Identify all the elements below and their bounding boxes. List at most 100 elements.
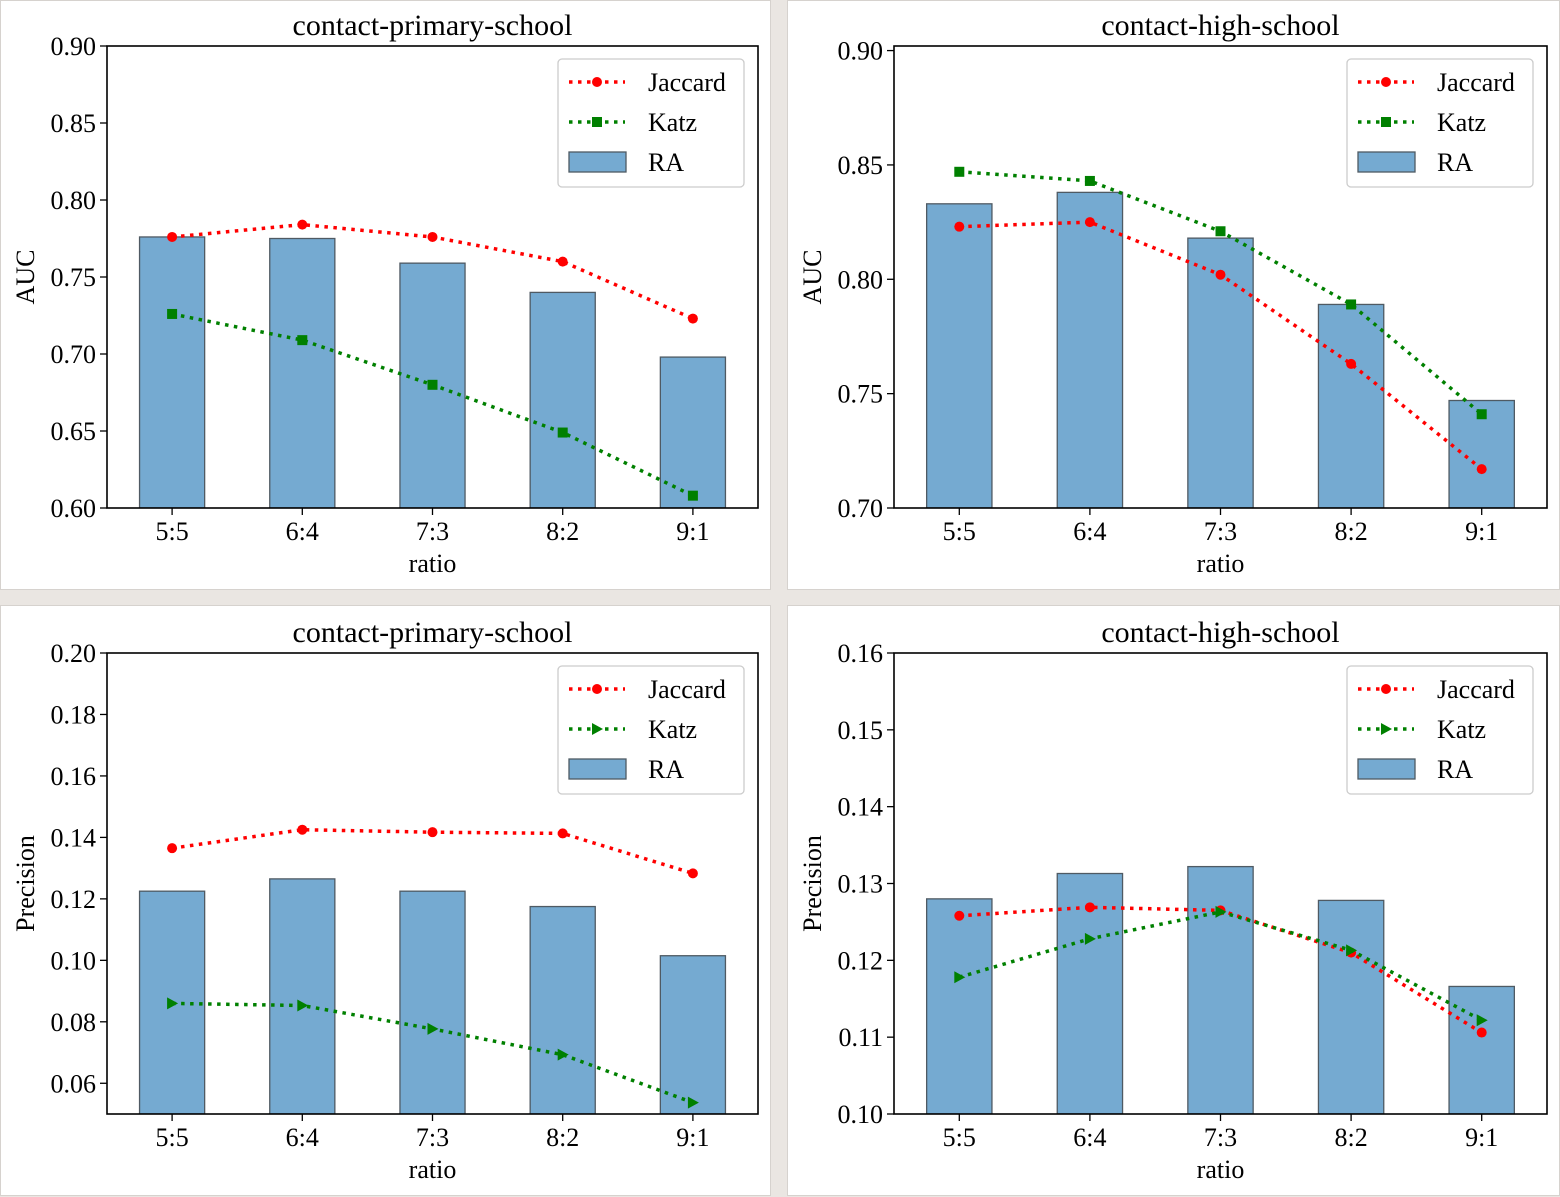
x-tick-label: 7:3 [416, 517, 449, 546]
y-tick-label: 0.11 [838, 1023, 883, 1052]
x-tick-label: 5:5 [155, 517, 188, 546]
y-tick-label: 0.15 [838, 716, 884, 745]
auc-primary-school-chart: 0.60 0.65 0.70 0.75 0.80 0.85 0.90 5:5 6:4 7:3 8:2… [11, 9, 759, 578]
katz-legend-marker [592, 117, 602, 127]
jaccard-point-9-1 [687, 313, 698, 324]
chart-panel-precision-high-school: 0.10 0.11 0.12 0.13 0.14 0.15 0.16 5:5 6:4 7:3 8:2… [787, 605, 1560, 1196]
jaccard-point-5-5 [167, 843, 178, 854]
y-tick-label: 0.75 [51, 263, 97, 292]
jaccard-legend-label: Jaccard [648, 675, 726, 704]
auc-high-school-chart: 0.70 0.75 0.80 0.85 0.90 5:5 6:4 7:3 8:2 9:1 conta… [798, 9, 1548, 578]
katz-point-7-3 [1215, 226, 1226, 237]
y-tick-label: 0.06 [51, 1069, 97, 1098]
katz-point-6-4 [297, 335, 308, 346]
katz-point-7-3 [1215, 905, 1227, 918]
y-tick-label: 0.80 [838, 265, 884, 294]
ra-bar-9-1 [659, 356, 727, 508]
katz-legend-label: Katz [1437, 108, 1486, 137]
ra-legend-swatch [568, 758, 627, 780]
jaccard-point-9-1 [1476, 464, 1487, 475]
jaccard-legend-marker [592, 684, 602, 694]
plot-area [138, 824, 727, 1114]
jaccard-point-6-4 [1084, 217, 1095, 228]
ra-bar-8-2 [1317, 899, 1385, 1114]
ra-bar-9-1 [659, 955, 727, 1114]
y-tick-label: 0.90 [51, 32, 97, 61]
jaccard-point-9-1 [687, 868, 698, 879]
chart-title: contact-high-school [1101, 616, 1339, 649]
ra-bar-8-2 [529, 291, 596, 508]
x-tick-label: 9:1 [676, 1123, 709, 1152]
y-tick-label: 0.10 [51, 946, 97, 975]
katz-point-9-1 [1476, 1014, 1488, 1027]
y-tick-label: 0.70 [838, 494, 884, 523]
jaccard-point-5-5 [954, 221, 965, 232]
y-tick-label: 0.14 [51, 823, 97, 852]
ra-bar-8-2 [1317, 303, 1385, 508]
jaccard-legend-label: Jaccard [648, 68, 726, 97]
katz-point-6-4 [1084, 932, 1096, 945]
ra-bar-6-4 [269, 237, 336, 508]
precision-primary-school-chart: 0.06 0.08 0.10 0.12 0.14 0.16 0.18 0.20 5:5 6:4 7:… [11, 616, 759, 1184]
jaccard-point-7-3 [1215, 269, 1226, 280]
katz-point-5-5 [167, 308, 178, 319]
y-tick-label: 0.65 [51, 417, 97, 446]
katz-point-9-1 [687, 1096, 699, 1109]
katz-point-7-3 [427, 379, 438, 390]
ra-bar-6-4 [269, 878, 336, 1114]
y-tick-label: 0.70 [51, 340, 97, 369]
x-tick-label: 8:2 [546, 1123, 579, 1152]
ra-legend-swatch [1357, 758, 1416, 780]
chart-panel-auc-high-school: 0.70 0.75 0.80 0.85 0.90 5:5 6:4 7:3 8:2 9:1 conta… [787, 0, 1560, 590]
jaccard-point-7-3 [427, 827, 438, 838]
y-axis-label: AUC [11, 250, 40, 305]
x-tick-label: 8:2 [546, 517, 579, 546]
legend: Jaccard Katz RA [557, 665, 745, 795]
y-tick-label: 0.85 [51, 109, 97, 138]
katz-point-8-2 [1346, 299, 1357, 310]
jaccard-point-6-4 [297, 219, 308, 230]
ra-bar-7-3 [399, 890, 466, 1114]
jaccard-legend-label: Jaccard [1437, 68, 1515, 97]
jaccard-legend-label: Jaccard [1437, 675, 1515, 704]
y-tick-label: 0.85 [838, 151, 884, 180]
ra-bar-5-5 [138, 236, 206, 508]
legend: Jaccard Katz RA [1346, 58, 1534, 188]
x-tick-label: 5:5 [155, 1123, 188, 1152]
plot-area [925, 865, 1515, 1114]
y-tick-label: 0.08 [51, 1008, 97, 1037]
x-tick-label: 7:3 [1204, 517, 1237, 546]
jaccard-point-8-2 [1346, 358, 1357, 369]
katz-point-8-2 [1346, 944, 1358, 957]
ra-bar-5-5 [925, 203, 993, 508]
x-tick-label: 8:2 [1334, 1123, 1367, 1152]
y-tick-label: 0.10 [838, 1100, 884, 1129]
ra-legend-label: RA [648, 755, 684, 784]
ra-legend-swatch [568, 151, 627, 173]
ra-bar-9-1 [1448, 985, 1515, 1114]
jaccard-point-9-1 [1476, 1027, 1487, 1038]
jaccard-point-5-5 [167, 231, 178, 242]
jaccard-point-8-2 [557, 256, 568, 267]
x-axis-label: ratio [1197, 1155, 1245, 1184]
x-tick-label: 9:1 [676, 517, 709, 546]
ra-bar-5-5 [925, 898, 993, 1114]
x-tick-label: 6:4 [286, 1123, 319, 1152]
katz-point-5-5 [954, 166, 965, 177]
katz-legend-marker [1381, 117, 1391, 127]
katz-point-5-5 [954, 971, 966, 984]
x-tick-label: 6:4 [286, 517, 319, 546]
katz-point-6-4 [1084, 175, 1095, 186]
chart-panel-auc-primary-school: 0.60 0.65 0.70 0.75 0.80 0.85 0.90 5:5 6:4 7:3 8:2… [0, 0, 771, 590]
jaccard-point-8-2 [557, 828, 568, 839]
katz-legend-label: Katz [1437, 715, 1486, 744]
y-tick-label: 0.16 [838, 639, 884, 668]
x-axis-label: ratio [409, 1155, 457, 1184]
jaccard-point-6-4 [297, 824, 308, 835]
katz-point-9-1 [687, 490, 698, 501]
y-axis-label: AUC [798, 250, 827, 305]
katz-point-7-3 [427, 1022, 439, 1035]
x-tick-label: 7:3 [1204, 1123, 1237, 1152]
chart-title: contact-high-school [1101, 9, 1339, 42]
ra-bar-6-4 [1056, 191, 1124, 508]
